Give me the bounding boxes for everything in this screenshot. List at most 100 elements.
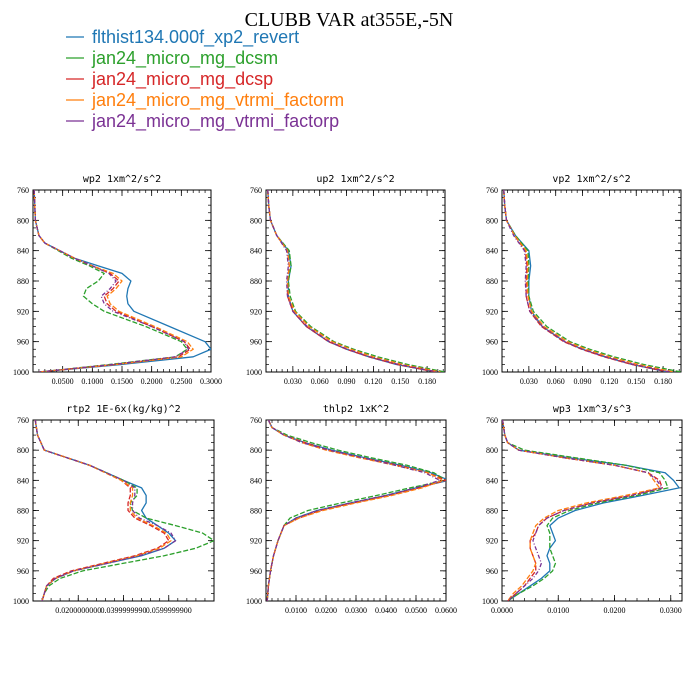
y-tick-label: 840 <box>250 476 262 485</box>
x-tick-label: 0.060 <box>547 377 565 386</box>
plot-frame <box>265 189 446 373</box>
series-line <box>502 420 663 601</box>
y-tick-label: 880 <box>17 277 29 286</box>
series-group <box>503 190 681 372</box>
panel-title: wp2 1xm^2/s^2 <box>83 174 161 185</box>
series-line <box>34 420 172 601</box>
series-group <box>266 420 446 601</box>
x-tick-label: 0.0399999990 <box>101 606 147 615</box>
series-line <box>502 420 680 601</box>
series-line <box>502 420 669 601</box>
series-line <box>266 420 441 601</box>
x-tick-label: 0.0300 <box>345 606 367 615</box>
legend-label: jan24_micro_mg_vtrmi_factorm <box>91 90 344 111</box>
y-tick-label: 960 <box>17 338 29 347</box>
x-tick-label: 0.090 <box>574 377 592 386</box>
panel: thlp2 1xK^2 0.0100 0.0200 0.0300 0.0400 0.050… <box>246 404 457 615</box>
series-line <box>34 420 170 601</box>
series-line <box>33 190 188 372</box>
plot-frame <box>265 419 447 602</box>
y-tick-label: 840 <box>17 247 29 256</box>
x-tick-label: 0.030 <box>284 377 302 386</box>
series-line <box>502 420 663 601</box>
y-tick-label: 960 <box>17 567 29 576</box>
y-tick-label: 1000 <box>13 368 29 377</box>
x-tick-label: 0.0200000000 <box>55 606 101 615</box>
y-tick-label: 800 <box>486 216 498 225</box>
y-tick-label: 800 <box>17 446 29 455</box>
series-line <box>267 190 437 372</box>
legend-label: jan24_micro_mg_vtrmi_factorp <box>91 111 339 132</box>
series-group <box>267 190 445 372</box>
y-tick-label: 880 <box>486 277 498 286</box>
x-tick-label: 0.180 <box>654 377 672 386</box>
x-tick-label: 0.1500 <box>111 377 133 386</box>
y-tick-label: 800 <box>250 216 262 225</box>
x-tick-label: 0.120 <box>364 377 382 386</box>
x-tick-label: 0.120 <box>600 377 618 386</box>
x-tick-label: 0.0400 <box>375 606 397 615</box>
y-tick-label: 760 <box>250 416 262 425</box>
panel-title: thlp2 1xK^2 <box>323 404 389 415</box>
series-line <box>34 420 214 601</box>
series-line <box>266 420 446 601</box>
y-tick-label: 1000 <box>482 368 498 377</box>
x-tick-label: 0.0300 <box>660 606 682 615</box>
y-tick-label: 760 <box>250 186 262 195</box>
series-line <box>34 420 177 601</box>
panel: wp3 1xm^3/s^3 0.0000 0.0100 0.0200 0.0300 760… <box>482 404 683 615</box>
y-tick-label: 760 <box>17 416 29 425</box>
y-tick-label: 920 <box>250 537 262 546</box>
y-tick-label: 960 <box>486 338 498 347</box>
x-tick-label: 0.3000 <box>200 377 222 386</box>
y-tick-label: 800 <box>250 446 262 455</box>
x-tick-label: 0.0200 <box>315 606 337 615</box>
y-tick-label: 800 <box>486 446 498 455</box>
y-tick-label: 840 <box>17 476 29 485</box>
panel-title: up2 1xm^2/s^2 <box>316 174 394 185</box>
y-tick-label: 1000 <box>13 597 29 606</box>
x-tick-label: 0.1000 <box>81 377 103 386</box>
y-tick-label: 920 <box>486 307 498 316</box>
x-tick-label: 0.0200 <box>604 606 626 615</box>
x-tick-label: 0.180 <box>418 377 436 386</box>
series-line <box>503 190 671 372</box>
panel: rtp2 1E-6x(kg/kg)^2 0.0200000000 0.0399999… <box>13 404 215 615</box>
x-tick-label: 0.0599999900 <box>146 606 192 615</box>
y-tick-label: 920 <box>250 307 262 316</box>
y-tick-label: 1000 <box>246 597 262 606</box>
series-line <box>266 420 446 601</box>
legend-label: jan24_micro_mg_dcsp <box>91 69 273 90</box>
series-line <box>502 420 661 601</box>
x-tick-label: 0.060 <box>311 377 329 386</box>
y-tick-label: 760 <box>486 416 498 425</box>
y-tick-label: 920 <box>17 307 29 316</box>
y-tick-label: 880 <box>250 277 262 286</box>
series-line <box>267 190 441 372</box>
x-tick-label: 0.150 <box>391 377 409 386</box>
y-tick-label: 880 <box>250 507 262 516</box>
y-tick-label: 880 <box>486 507 498 516</box>
series-line <box>503 190 681 372</box>
panels: wp2 1xm^2/s^2 0.0500 0.1000 0.1500 0.2000 0.2… <box>13 174 683 615</box>
panel-title: vp2 1xm^2/s^2 <box>552 174 630 185</box>
y-tick-label: 840 <box>486 476 498 485</box>
x-tick-label: 0.0500 <box>52 377 74 386</box>
series-group <box>33 190 211 372</box>
y-tick-label: 840 <box>486 247 498 256</box>
panel-title: wp3 1xm^3/s^3 <box>553 404 631 415</box>
series-group <box>34 420 214 601</box>
series-line <box>33 190 191 372</box>
x-tick-label: 0.0500 <box>405 606 427 615</box>
legend-label: flthist134.000f_xp2_revert <box>92 27 299 48</box>
panel: up2 1xm^2/s^2 0.030 0.060 0.090 0.120 0.150 0.… <box>246 174 446 386</box>
x-tick-label: 0.090 <box>338 377 356 386</box>
y-tick-label: 840 <box>250 247 262 256</box>
y-tick-label: 960 <box>250 338 262 347</box>
series-line <box>267 190 445 372</box>
panel-title: rtp2 1E-6x(kg/kg)^2 <box>66 404 180 415</box>
x-tick-label: 0.0600 <box>435 606 457 615</box>
y-tick-label: 960 <box>250 567 262 576</box>
y-tick-label: 880 <box>17 507 29 516</box>
